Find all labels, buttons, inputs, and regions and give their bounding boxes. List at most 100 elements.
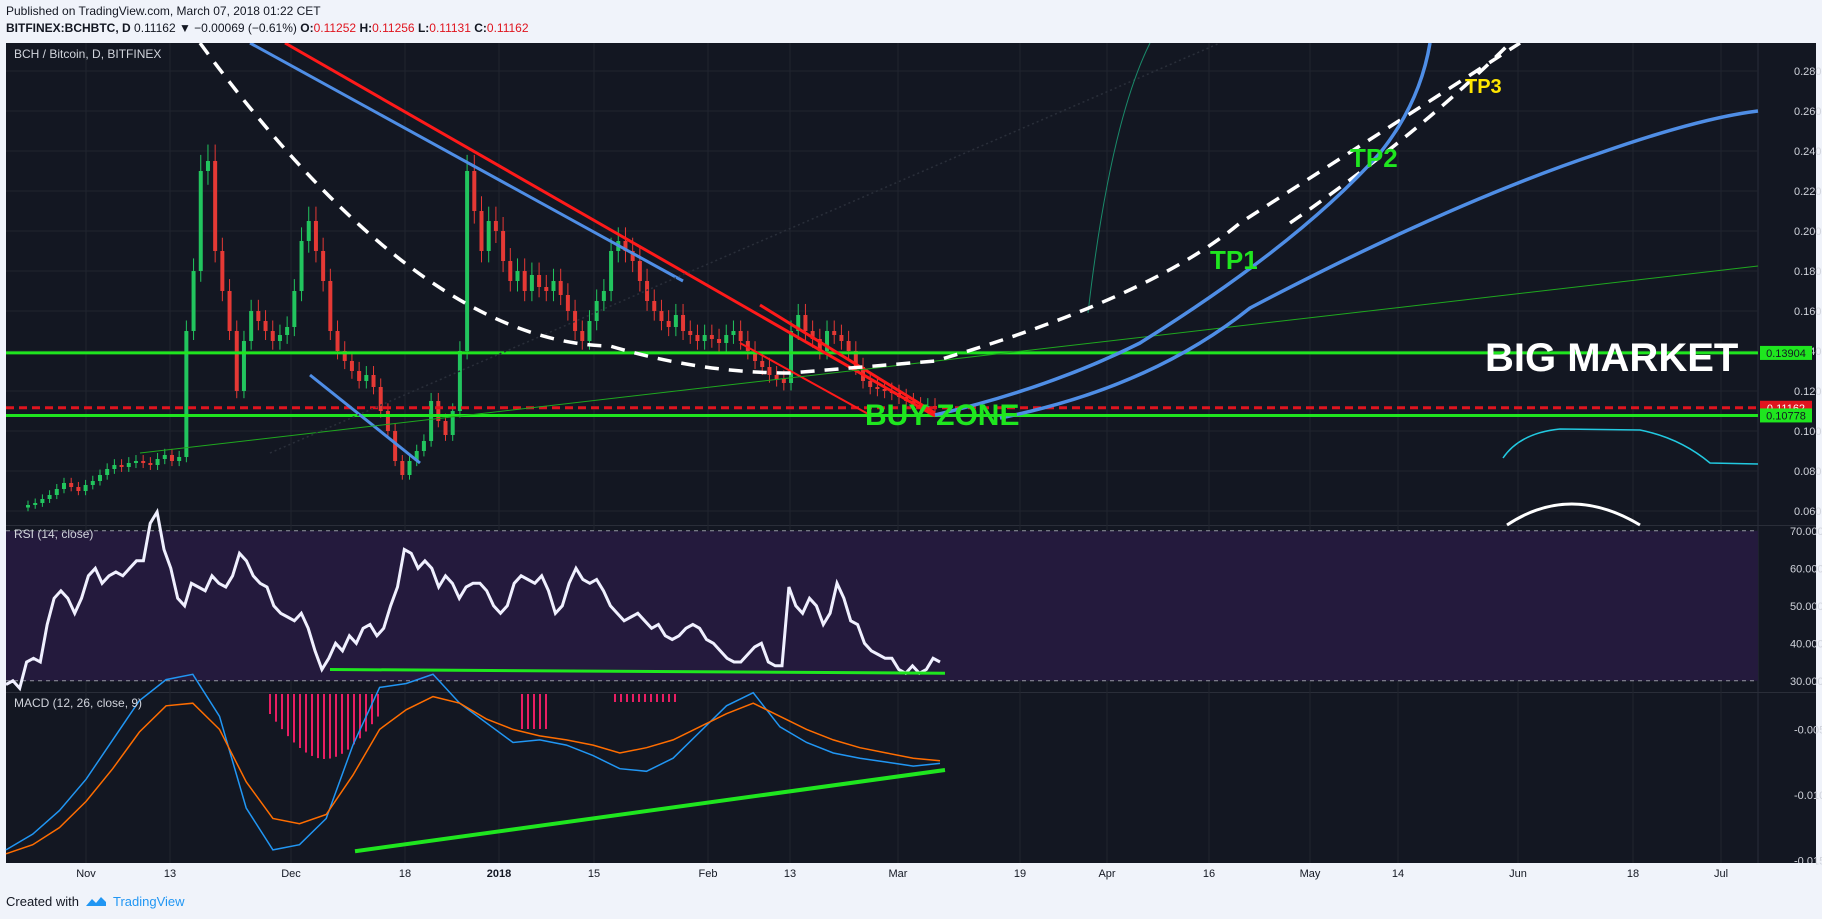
- candle-body: [357, 371, 362, 381]
- candle-body: [465, 171, 470, 351]
- x-tick-label: 2018: [487, 868, 511, 880]
- tradingview-link[interactable]: TradingView: [112, 894, 185, 909]
- x-tick-label: 19: [1014, 868, 1026, 880]
- red-channel-line: [759, 303, 936, 415]
- macd-signal-line: [5, 695, 941, 855]
- candle-body: [364, 375, 369, 381]
- candle-body: [875, 387, 880, 389]
- footer: Created with TradingView: [6, 894, 185, 909]
- y-tick-label: 0.12000: [1794, 386, 1822, 398]
- symbol-label: BITFINEX:BCHBTC, D: [6, 21, 131, 35]
- annotation-label: TP3: [1465, 76, 1502, 98]
- candle-body: [565, 295, 570, 311]
- y-tick-label: 70.0000: [1790, 526, 1822, 538]
- candle-body: [623, 241, 628, 251]
- candle-body: [270, 331, 275, 341]
- candle-body: [400, 461, 405, 475]
- candle-body: [133, 461, 138, 463]
- candle-body: [213, 161, 218, 251]
- candle-body: [443, 421, 448, 435]
- candle-body: [522, 271, 527, 291]
- annotation-label: TP1: [1210, 245, 1258, 275]
- high-label: H:: [359, 21, 373, 35]
- y-tick-label: 0.28000: [1794, 66, 1822, 78]
- candle-body: [637, 261, 642, 281]
- chart-title: BCH / Bitcoin, D, BITFINEX: [14, 47, 161, 61]
- rsi-support-line: [329, 668, 946, 675]
- candle-body: [184, 331, 189, 457]
- candle-body: [601, 291, 606, 301]
- candle-body: [652, 301, 657, 311]
- candle-body: [141, 461, 146, 463]
- candle-body: [436, 401, 441, 421]
- x-tick-label: 18: [1627, 868, 1639, 880]
- axis-background: [1758, 43, 1816, 863]
- candle-body: [421, 441, 426, 451]
- candle-body: [177, 457, 182, 461]
- candle-body: [515, 271, 520, 281]
- rsi-line: [5, 507, 941, 692]
- y-tick-label: 0.26000: [1794, 106, 1822, 118]
- candle-body: [155, 459, 160, 465]
- white-arc: [1506, 502, 1641, 527]
- annotation-label: BIG MARKET: [1485, 336, 1738, 380]
- y-tick-label: 0.18000: [1794, 266, 1822, 278]
- dashed-arc-projection: [1289, 43, 1512, 225]
- candle-body: [119, 465, 124, 467]
- time-axis-background: [6, 863, 1816, 885]
- candle-body: [450, 411, 455, 435]
- candle-body: [472, 171, 477, 211]
- candle-body: [378, 387, 383, 411]
- candle-body: [594, 301, 599, 321]
- x-tick-label: May: [1300, 868, 1321, 880]
- x-tick-label: 15: [588, 868, 600, 880]
- candle-body: [263, 321, 268, 331]
- candle-body: [457, 351, 462, 411]
- macd-support-line: [354, 768, 946, 854]
- candle-body: [810, 331, 815, 339]
- candle-body: [292, 291, 297, 327]
- thin-green-trendline: [139, 265, 1759, 454]
- price-chart[interactable]: 0.28000 0.26000 0.24000 0.22000 0.20000 0.180…: [0, 43, 1822, 886]
- candle-body: [868, 381, 873, 387]
- candle-body: [407, 461, 412, 475]
- candle-body: [47, 495, 52, 499]
- candle-body: [753, 351, 758, 361]
- candle-body: [551, 281, 556, 291]
- open-value: 0.11252: [313, 21, 357, 35]
- candle-body: [918, 405, 923, 407]
- x-tick-label: Apr: [1098, 868, 1115, 880]
- candle-body: [256, 311, 261, 321]
- x-tick-label: Dec: [281, 868, 301, 880]
- y-tick-label: -0.0100: [1794, 790, 1822, 802]
- candle-body: [198, 171, 203, 271]
- rsi-title: RSI (14, close): [14, 527, 93, 541]
- y-tick-label: 0.16000: [1794, 306, 1822, 318]
- candle-body: [148, 463, 153, 465]
- candle-body: [789, 331, 794, 383]
- candle-body: [544, 287, 549, 291]
- x-tick-label: 16: [1203, 868, 1215, 880]
- candle-body: [767, 367, 772, 375]
- candle-body: [277, 335, 282, 341]
- open-label: O:: [300, 21, 314, 35]
- candle-body: [731, 331, 736, 335]
- x-tick-label: Feb: [699, 868, 718, 880]
- candle-body: [508, 261, 513, 281]
- x-tick-label: Jul: [1714, 868, 1728, 880]
- candle-body: [882, 389, 887, 391]
- cyan-curve: [1502, 428, 1759, 465]
- x-tick-label: Mar: [889, 868, 908, 880]
- candle-body: [162, 455, 167, 459]
- published-caption: Published on TradingView.com, March 07, …: [6, 4, 321, 18]
- tradingview-logo-icon: [85, 896, 106, 906]
- macd-line: [5, 673, 941, 851]
- candle-body: [681, 315, 686, 331]
- candle-body: [479, 211, 484, 251]
- y-tick-label: 0.08000: [1794, 466, 1822, 478]
- x-tick-label: 18: [399, 868, 411, 880]
- annotation-label: TP2: [1350, 143, 1398, 173]
- candle-body: [501, 231, 506, 261]
- candle-body: [61, 483, 66, 489]
- candle-body: [825, 331, 830, 351]
